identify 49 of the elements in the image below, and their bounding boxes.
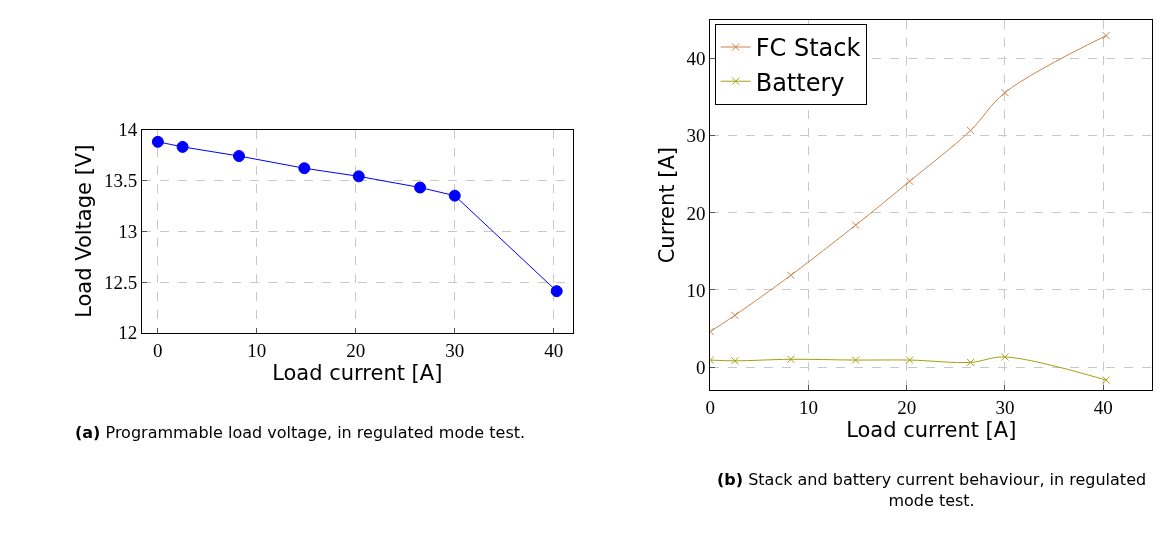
y-tick-label: 0	[695, 356, 706, 378]
y-tick-label: 40	[686, 48, 706, 70]
legend-label: Battery	[755, 68, 845, 97]
point	[352, 170, 365, 183]
x-tick-label: 30	[995, 396, 1015, 418]
point	[851, 221, 860, 230]
point	[176, 140, 189, 153]
y-tick-label: 10	[686, 279, 706, 301]
point	[1102, 31, 1111, 40]
x-axis-title: Load current [A]	[272, 360, 443, 385]
legend-label: FC Stack	[755, 34, 861, 63]
y-axis-title: Load Voltage [V]	[72, 144, 97, 318]
point	[1000, 352, 1009, 361]
x-tick-label: 10	[247, 339, 267, 361]
y-tick-label: 20	[686, 202, 706, 224]
y-axis-title: Current [A]	[654, 147, 679, 264]
text: (a) Programmable load voltage, in regulated mode test.	[75, 423, 526, 442]
point	[151, 135, 164, 148]
point	[730, 311, 739, 320]
point	[905, 356, 914, 365]
point	[1000, 88, 1009, 97]
y-tick-label: 14	[118, 119, 138, 141]
point	[905, 177, 914, 186]
x-tick-label: 20	[897, 396, 917, 418]
point	[786, 355, 795, 364]
y-tick-label: 13	[118, 220, 138, 242]
point	[550, 285, 563, 298]
point	[414, 181, 427, 194]
x-tick-label: 40	[544, 339, 564, 361]
point	[786, 271, 795, 280]
y-tick-label: 30	[686, 125, 706, 147]
point	[1102, 376, 1111, 385]
x-tick-label: 10	[799, 396, 818, 418]
point	[851, 356, 860, 365]
point	[448, 189, 461, 202]
point	[233, 150, 246, 163]
y-tick-label: 12.5	[103, 271, 138, 293]
x-tick-label: 20	[346, 339, 366, 361]
point	[966, 126, 975, 135]
y-tick-label: 13.5	[103, 170, 138, 192]
point	[730, 356, 739, 365]
y-tick-label: 12	[118, 322, 138, 344]
x-tick-label: 30	[445, 339, 465, 361]
point	[298, 162, 311, 175]
x-axis-title: Load current [A]	[846, 417, 1017, 442]
x-tick-label: 40	[1093, 396, 1113, 418]
text: (b) Stack and battery current behaviour, in regulated mode test.	[717, 470, 1147, 510]
point	[966, 358, 975, 367]
x-tick-label: 0	[153, 339, 163, 361]
